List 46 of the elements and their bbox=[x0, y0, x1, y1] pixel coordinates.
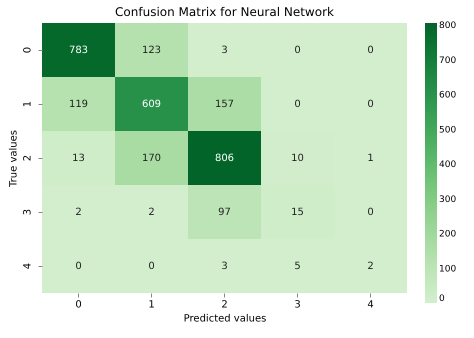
data-label: 1 bbox=[367, 153, 374, 164]
data-label: 15 bbox=[291, 207, 304, 218]
chart-title: Confusion Matrix for Neural Network bbox=[115, 5, 334, 19]
data-label: 170 bbox=[142, 153, 162, 164]
y-tick-label: 3 bbox=[22, 208, 34, 216]
color-bar-label: 700 bbox=[439, 56, 456, 66]
y-tick-label: 2 bbox=[22, 154, 34, 162]
data-label: 3 bbox=[221, 45, 228, 56]
data-label: 0 bbox=[367, 207, 374, 218]
color-bar-label: 500 bbox=[439, 125, 456, 136]
x-tick-label: 3 bbox=[294, 300, 301, 310]
data-label: 10 bbox=[291, 153, 304, 164]
x-tick-label: 0 bbox=[75, 300, 82, 310]
data-label: 0 bbox=[294, 99, 301, 110]
data-label: 0 bbox=[148, 261, 155, 272]
data-label: 3 bbox=[221, 261, 228, 272]
data-label: 0 bbox=[367, 99, 374, 110]
data-label: 119 bbox=[68, 99, 88, 110]
color-bar-label: 300 bbox=[439, 194, 456, 205]
color-bar-label: 800 bbox=[439, 21, 456, 32]
color-bar-label: 200 bbox=[439, 230, 456, 240]
x-tick-label: 2 bbox=[221, 300, 228, 310]
data-label: 783 bbox=[68, 45, 88, 56]
data-label: 0 bbox=[367, 45, 374, 56]
x-axis-title: Predicted values bbox=[184, 314, 266, 324]
data-label: 2 bbox=[367, 261, 374, 272]
data-label: 609 bbox=[142, 99, 162, 110]
color-bar-label: 100 bbox=[439, 264, 456, 274]
data-label: 157 bbox=[214, 99, 234, 110]
data-label: 5 bbox=[294, 261, 301, 272]
data-label: 13 bbox=[72, 153, 85, 164]
x-tick-label: 4 bbox=[367, 300, 374, 310]
color-bar-label: 600 bbox=[439, 90, 456, 101]
data-label: 0 bbox=[75, 261, 82, 272]
y-tick-label: 4 bbox=[22, 262, 34, 270]
data-label: 2 bbox=[148, 207, 155, 218]
y-tick-label: 1 bbox=[22, 100, 34, 108]
data-label: 806 bbox=[214, 153, 234, 164]
color-bar-label: 400 bbox=[439, 160, 456, 170]
data-label: 0 bbox=[294, 45, 301, 56]
data-label: 2 bbox=[75, 207, 82, 218]
data-label: 97 bbox=[218, 207, 231, 218]
y-tick-label: 0 bbox=[22, 46, 34, 54]
data-label: 123 bbox=[142, 45, 162, 56]
y-axis-title: True values bbox=[8, 130, 20, 188]
x-tick-label: 1 bbox=[148, 300, 155, 310]
